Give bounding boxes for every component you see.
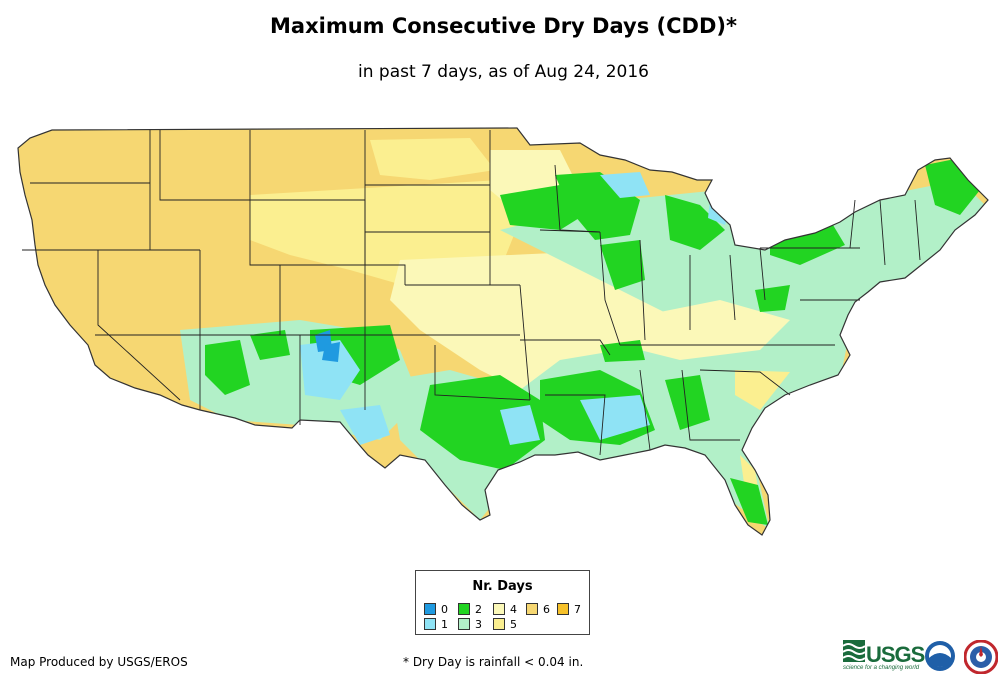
legend-label: 0 bbox=[441, 603, 448, 616]
legend-item-5: 5 bbox=[493, 618, 517, 631]
legend-item-6: 6 bbox=[526, 603, 550, 616]
legend-swatch bbox=[424, 603, 436, 615]
footnote-text: * Dry Day is rainfall < 0.04 in. bbox=[403, 655, 584, 669]
legend-swatch bbox=[458, 603, 470, 615]
legend-title: Nr. Days bbox=[472, 579, 533, 594]
legend-label: 6 bbox=[543, 603, 550, 616]
legend-item-0: 0 bbox=[424, 603, 448, 616]
legend: Nr. Days 0 1 2 3 4 5 6 7 bbox=[415, 570, 590, 635]
legend-label: 4 bbox=[510, 603, 517, 616]
nws-logo-icon bbox=[964, 640, 998, 674]
legend-label: 2 bbox=[475, 603, 482, 616]
state-borders bbox=[22, 130, 921, 456]
legend-label: 1 bbox=[441, 618, 448, 631]
legend-label: 3 bbox=[475, 618, 482, 631]
legend-item-7: 7 bbox=[557, 603, 581, 616]
legend-item-2: 2 bbox=[458, 603, 482, 616]
cdd-layer bbox=[18, 128, 988, 535]
usgs-logo-text: USGS bbox=[866, 642, 925, 667]
legend-item-3: 3 bbox=[458, 618, 482, 631]
legend-swatch bbox=[458, 618, 470, 630]
legend-swatch bbox=[557, 603, 569, 615]
legend-label: 7 bbox=[574, 603, 581, 616]
legend-label: 5 bbox=[510, 618, 517, 631]
usgs-wave-icon bbox=[843, 640, 865, 662]
credit-text: Map Produced by USGS/EROS bbox=[10, 655, 188, 669]
legend-swatch bbox=[493, 603, 505, 615]
noaa-logo-icon bbox=[925, 641, 955, 671]
legend-item-1: 1 bbox=[424, 618, 448, 631]
usgs-tagline: science for a changing world bbox=[843, 665, 920, 671]
legend-swatch bbox=[424, 618, 436, 630]
legend-swatch bbox=[493, 618, 505, 630]
map-subtitle: in past 7 days, as of Aug 24, 2016 bbox=[358, 62, 649, 82]
map-title: Maximum Consecutive Dry Days (CDD)* bbox=[270, 14, 737, 38]
legend-swatch bbox=[526, 603, 538, 615]
cdd-map bbox=[17, 127, 989, 536]
legend-item-4: 4 bbox=[493, 603, 517, 616]
